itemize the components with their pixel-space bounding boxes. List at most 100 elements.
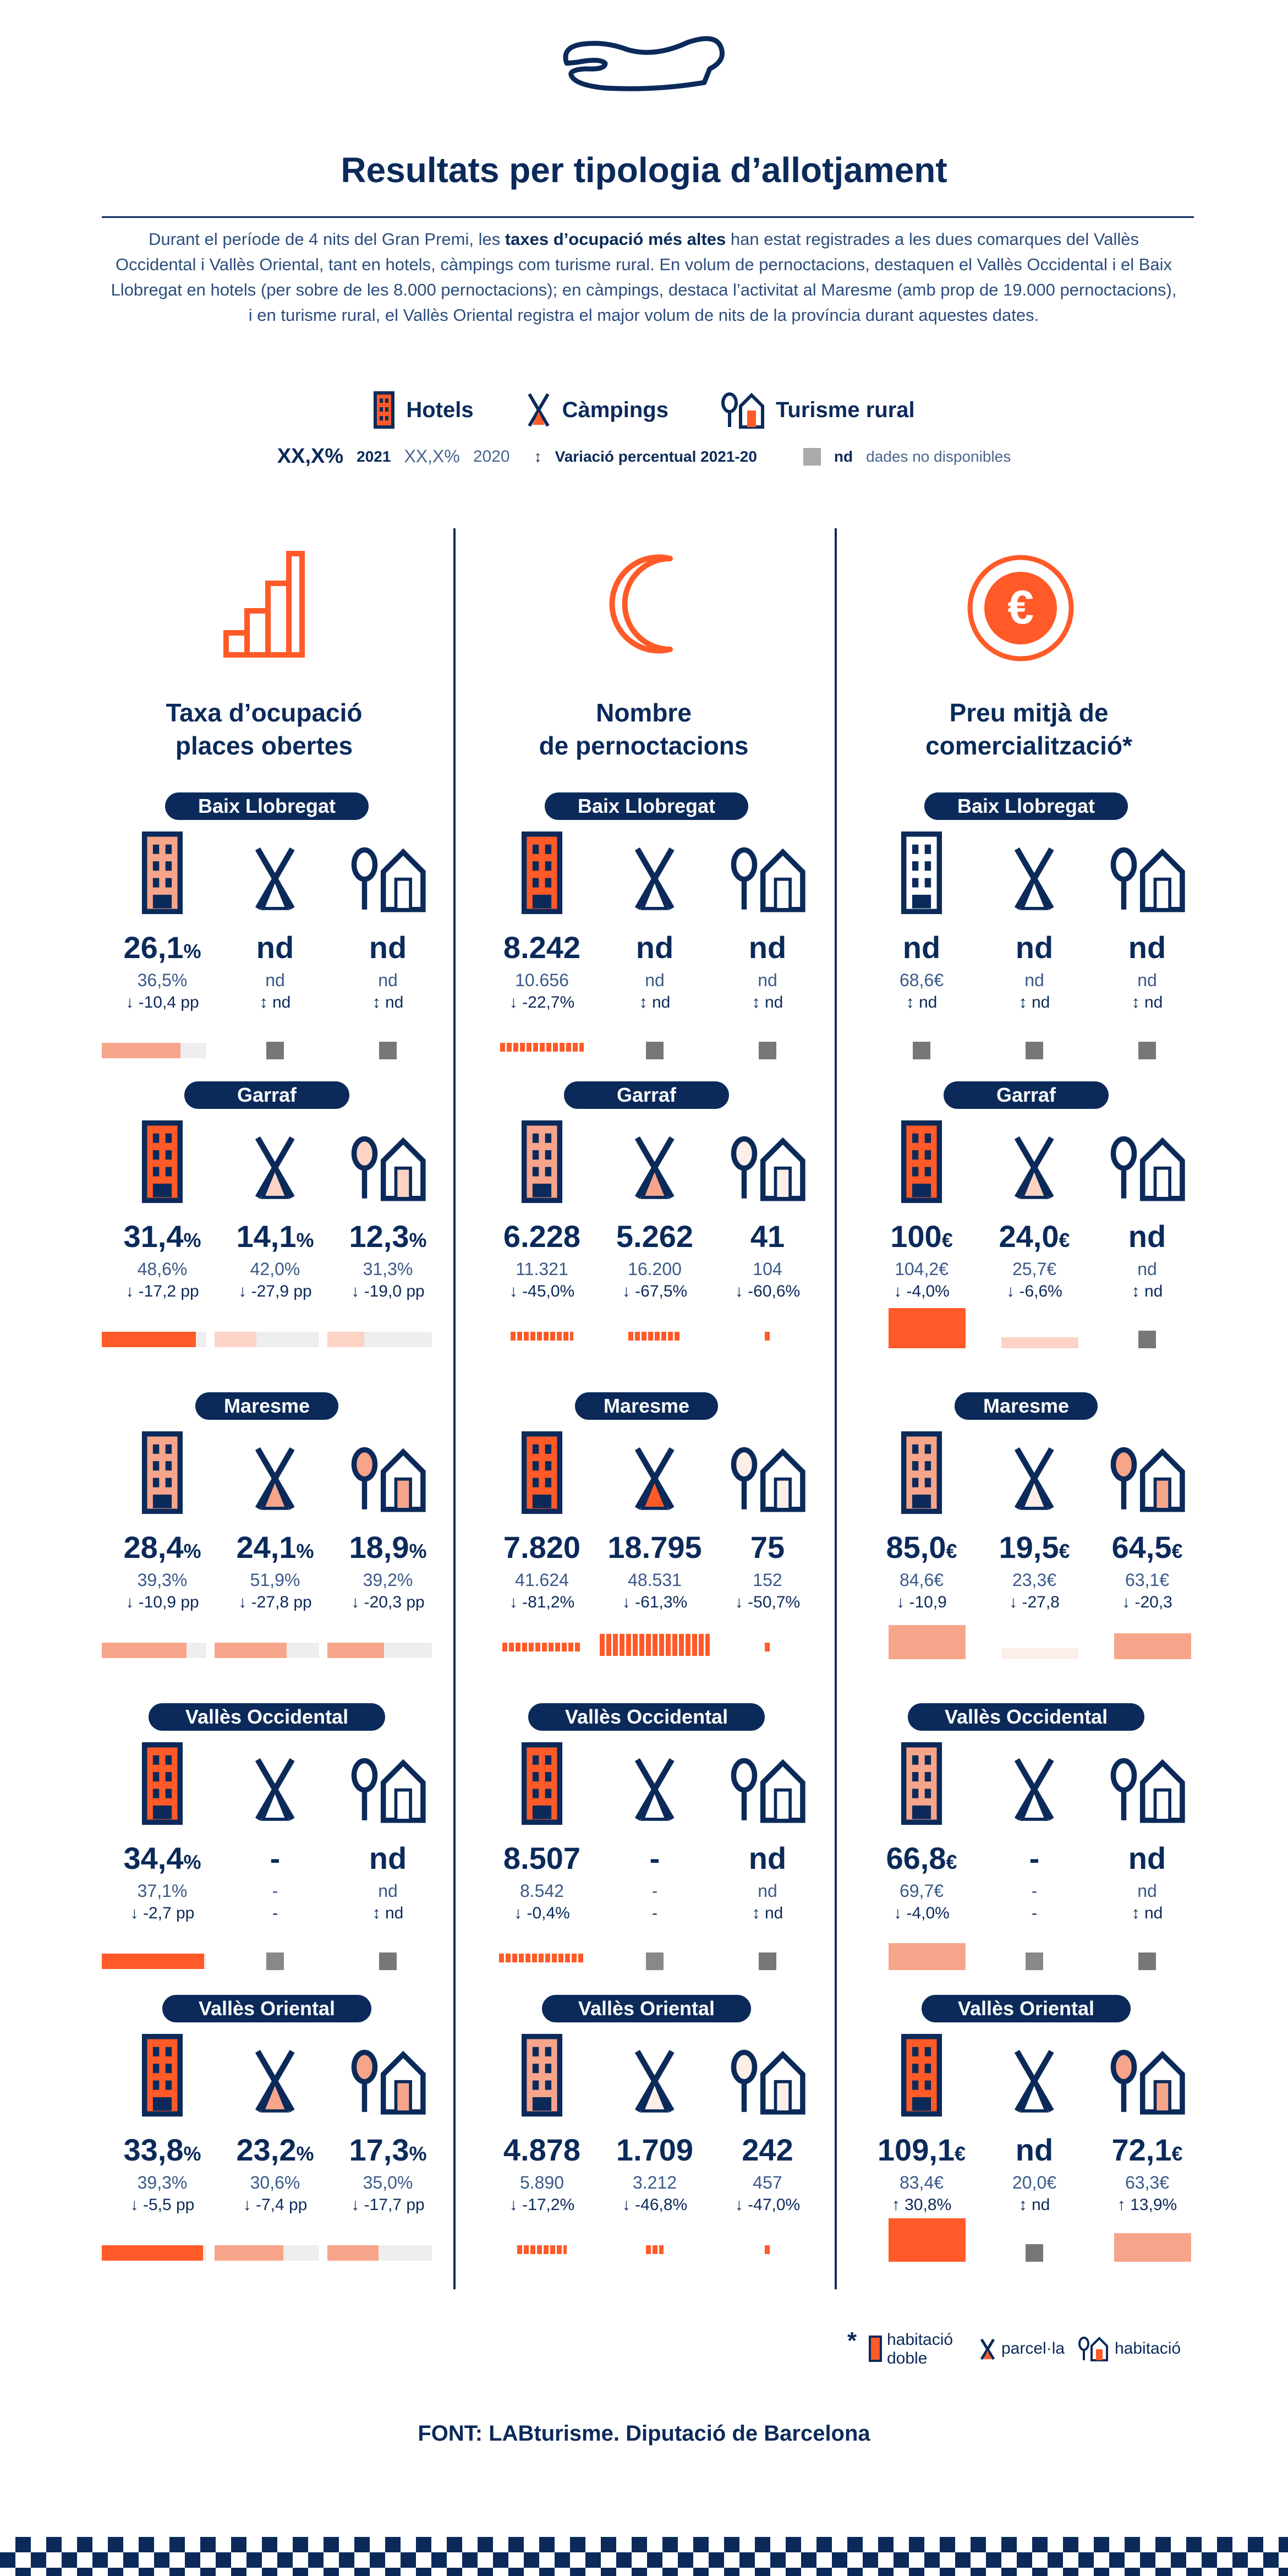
metric-cell: nd 68,6€ ↕ nd (861, 930, 982, 1014)
metric-value: nd (748, 930, 787, 965)
metric-value: 75 (750, 1530, 785, 1565)
hotel-icon (141, 2033, 183, 2117)
rural-house-icon (1110, 1136, 1185, 1201)
region-label: Baix Llobregat (165, 792, 369, 820)
metric-variation: ↕ nd (752, 1904, 783, 1922)
variation-arrow-icon: ↓ (514, 1904, 523, 1922)
metric-prev: nd (1137, 970, 1157, 990)
variation-arrow-icon: ↓ (1122, 1593, 1131, 1611)
metric-prev: 84,6€ (899, 1570, 944, 1590)
metric-cell: 31,4% 48,6% ↓ -17,2 pp (102, 1219, 223, 1303)
metric-variation: ↓ -6,6% (1006, 1282, 1062, 1300)
source-note: FONT: LABturisme. Diputació de Barcelona (418, 2421, 870, 2446)
value-bar (600, 1634, 710, 1656)
nd-indicator (1026, 1952, 1043, 1970)
metric-prev: nd (645, 970, 665, 990)
value-bar (765, 1643, 770, 1651)
metric-cell: 34,4% 37,1% ↓ -2,7 pp (102, 1841, 223, 1925)
variation-arrow-icon: ↓ (509, 993, 518, 1011)
metric-cell: 100€ 104,2€ ↓ -4,0% (861, 1219, 982, 1303)
metric-variation: ↑ 13,9% (1117, 2196, 1177, 2214)
region-label: Maresme (195, 1392, 338, 1420)
hotel-icon (521, 2033, 563, 2117)
rural-house-icon (731, 1136, 805, 1201)
metric-variation: ↓ -46,8% (622, 2196, 688, 2214)
metric-prev: 39,3% (137, 1570, 188, 1590)
metric-value: 26,1% (123, 930, 201, 965)
column-divider (453, 528, 456, 2289)
variation-arrow-icon: ↑ (891, 2196, 900, 2214)
metric-cell: 6.228 11.321 ↓ -45,0% (481, 1219, 602, 1303)
variation-arrow-icon: ↑ (1117, 2196, 1126, 2214)
metric-prev: 63,1€ (1125, 1570, 1170, 1590)
value-bar (102, 2245, 206, 2261)
metric-value: 14,1% (236, 1219, 314, 1254)
column-divider (835, 528, 837, 2289)
variation-arrow-icon: ↕ (639, 993, 648, 1011)
legend-sample-prev: XX,X% (404, 446, 460, 466)
metric-variation: - (272, 1904, 278, 1922)
variation-arrow-icon: ↓ (622, 1282, 631, 1300)
metric-variation: - (1032, 1904, 1037, 1922)
metric-variation: ↕ nd (1018, 993, 1050, 1011)
metric-value: 33,8% (123, 2132, 201, 2167)
value-bar (327, 1643, 432, 1658)
region-label: Vallès Occidental (908, 1703, 1144, 1731)
region-label: Vallès Occidental (149, 1703, 385, 1731)
metric-variation: ↓ -10,4 pp (125, 993, 199, 1011)
tent-icon (255, 1758, 295, 1821)
variation-arrow-icon: ↕ (1131, 993, 1140, 1011)
nd-indicator (1138, 1952, 1156, 1970)
tent-icon (1015, 2049, 1054, 2113)
metric-value: nd (369, 930, 407, 965)
variation-arrow-icon: ↕ (1018, 2196, 1027, 2214)
metric-value: 41 (750, 1219, 785, 1254)
metric-prev: nd (1024, 970, 1044, 990)
metric-variation: ↓ -67,5% (622, 1282, 688, 1300)
checkered-flag-border (0, 2537, 1288, 2576)
hotel-icon (141, 1431, 183, 1514)
metric-cell: 33,8% 39,3% ↓ -5,5 pp (102, 2132, 223, 2217)
value-bar (1001, 1648, 1078, 1659)
variation-arrow-icon: ↓ (351, 2196, 360, 2214)
value-bar (765, 1332, 770, 1341)
metric-variation: ↓ -27,8 (1009, 1593, 1060, 1611)
metric-prev: 48,6% (137, 1259, 188, 1279)
metric-value: nd (256, 930, 294, 965)
metric-prev: nd (265, 970, 285, 990)
metric-variation: ↓ -81,2% (509, 1593, 575, 1611)
metric-prev: - (1031, 1881, 1038, 1901)
metric-value: 242 (742, 2132, 793, 2167)
value-bar (215, 1332, 319, 1347)
metric-prev: nd (1137, 1881, 1157, 1901)
hotel-icon (901, 1120, 942, 1204)
metric-variation: ↓ -17,2 pp (125, 1282, 199, 1300)
metric-value: nd (1015, 2132, 1054, 2167)
rural-house-icon (731, 1758, 805, 1823)
footnote-star: * (847, 2327, 857, 2354)
value-bar-fill (327, 1643, 384, 1658)
metric-value: 66,8€ (886, 1841, 957, 1875)
metric-value: - (1029, 1841, 1040, 1875)
metric-variation: ↓ -45,0% (509, 1282, 575, 1300)
metric-cell: nd nd ↕ nd (1087, 930, 1208, 1014)
variation-arrow-icon: ↓ (735, 1282, 743, 1300)
metric-cell: 24,1% 51,9% ↓ -27,8 pp (215, 1530, 336, 1614)
metric-prev: 48.531 (628, 1570, 682, 1590)
nd-indicator (646, 1042, 664, 1059)
hotel-icon (869, 2336, 882, 2362)
metric-value: 23,2% (236, 2132, 314, 2167)
nd-indicator (266, 1952, 284, 1970)
column-heading-price: Preu mitjà de comercialització* (925, 698, 1132, 760)
metric-variation: ↓ -17,2% (509, 2196, 575, 2214)
value-bar (510, 1332, 574, 1341)
hotel-icon (901, 1431, 942, 1514)
variation-arrow-icon: ↓ (1006, 1282, 1015, 1300)
region-label: Maresme (575, 1392, 718, 1420)
variation-arrow-icon: ↓ (894, 1282, 902, 1300)
metric-cell: - - - (594, 1841, 715, 1925)
metric-variation: ↓ -22,7% (509, 993, 575, 1011)
column-heading-occupancy: Taxa d’ocupació places obertes (166, 698, 363, 760)
metric-value: nd (635, 930, 674, 965)
legend-hotels: Hotels (373, 391, 474, 429)
